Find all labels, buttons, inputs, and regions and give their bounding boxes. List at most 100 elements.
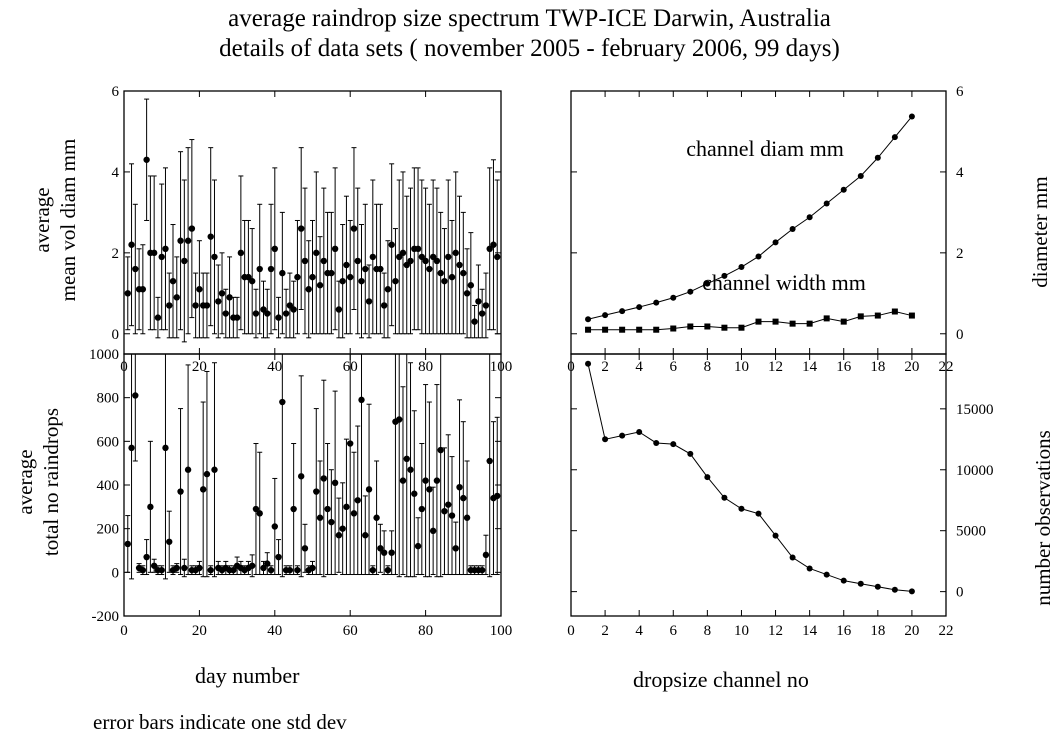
data-point [124,290,131,297]
data-point [365,298,373,305]
data-point [486,245,493,252]
data-point [452,249,459,257]
data-point [331,245,339,252]
data-point [218,290,226,297]
data-point [173,294,180,301]
y-tick-label: 0 [956,585,964,601]
y-tick-label: 6 [956,84,964,100]
data-point [260,306,267,313]
data-point [309,273,316,281]
data-point [169,277,177,285]
data-point [823,571,830,578]
data-point [196,286,203,293]
data-point [908,588,915,595]
data-point [369,566,377,574]
x-tick-label: 16 [836,623,852,639]
data-point [207,233,214,240]
data-point [177,237,184,244]
data-point [380,549,388,556]
y-tick-label: 4 [112,165,120,181]
data-point [490,241,497,248]
data-point [448,273,456,281]
data-point [128,444,135,452]
data-point [290,505,297,513]
data-point [324,505,331,513]
data-point [687,323,694,330]
data-point [874,154,881,161]
data-point [636,428,643,435]
data-point [331,479,339,487]
data-point [230,566,237,574]
data-point [256,510,263,517]
data-point [670,294,677,301]
footnote: error bars indicate one std dev [93,710,347,734]
data-point [857,580,864,587]
data-point [358,396,365,404]
data-point [738,505,745,512]
data-point [414,542,422,550]
data-point [184,237,192,244]
data-point [891,308,898,315]
y-tick-label: 400 [97,478,120,494]
data-point [653,326,660,333]
y-tick-label: 15000 [956,402,994,418]
data-point [150,249,158,257]
data-point [823,315,830,322]
data-point [602,436,609,443]
data-point [418,253,426,261]
data-point [619,308,626,315]
x-tick-label: 4 [635,623,643,639]
data-point [377,265,384,273]
y-tick-label: 5000 [956,524,986,540]
data-point [840,577,847,584]
data-point [463,290,471,297]
y-tick-label: 200 [97,522,120,538]
y-tick-label: 0 [956,327,964,343]
data-point [343,503,350,511]
data-point [789,225,796,232]
data-point [908,312,915,319]
data-point [396,253,403,261]
data-point [908,113,915,120]
data-point [441,277,448,285]
data-point [494,492,501,500]
data-point [585,316,592,323]
data-point [211,466,218,473]
data-point [704,323,711,330]
data-point [429,253,437,261]
data-point [437,269,444,277]
data-point [738,324,745,331]
x-tick-label: 80 [418,359,433,375]
data-point [320,475,328,482]
data-point [456,483,463,491]
top-right-ylabel: diameter mm [1028,176,1052,288]
y-tick-label: 10000 [956,463,994,479]
data-point [132,265,139,273]
data-point [388,241,395,248]
data-point [687,288,694,295]
bottom-left-xlabel: day number [195,663,300,688]
data-point [789,320,796,327]
data-point [354,497,361,504]
data-point [407,466,414,473]
y-tick-label: -200 [92,609,120,625]
data-point [422,477,429,484]
data-point [373,514,380,521]
data-point [271,245,278,252]
data-point [772,318,779,325]
data-point [215,298,222,305]
data-point [305,286,312,293]
data-point [429,527,437,535]
data-point [426,265,433,273]
data-point [384,286,392,293]
x-tick-label: 20 [192,359,207,375]
x-tick-label: 14 [802,623,818,639]
data-point [158,253,165,261]
data-point [181,564,188,572]
data-point [399,249,407,257]
data-point [414,245,422,252]
data-point [192,302,199,309]
data-point [772,239,779,246]
data-point [721,494,728,501]
data-point [173,564,180,572]
